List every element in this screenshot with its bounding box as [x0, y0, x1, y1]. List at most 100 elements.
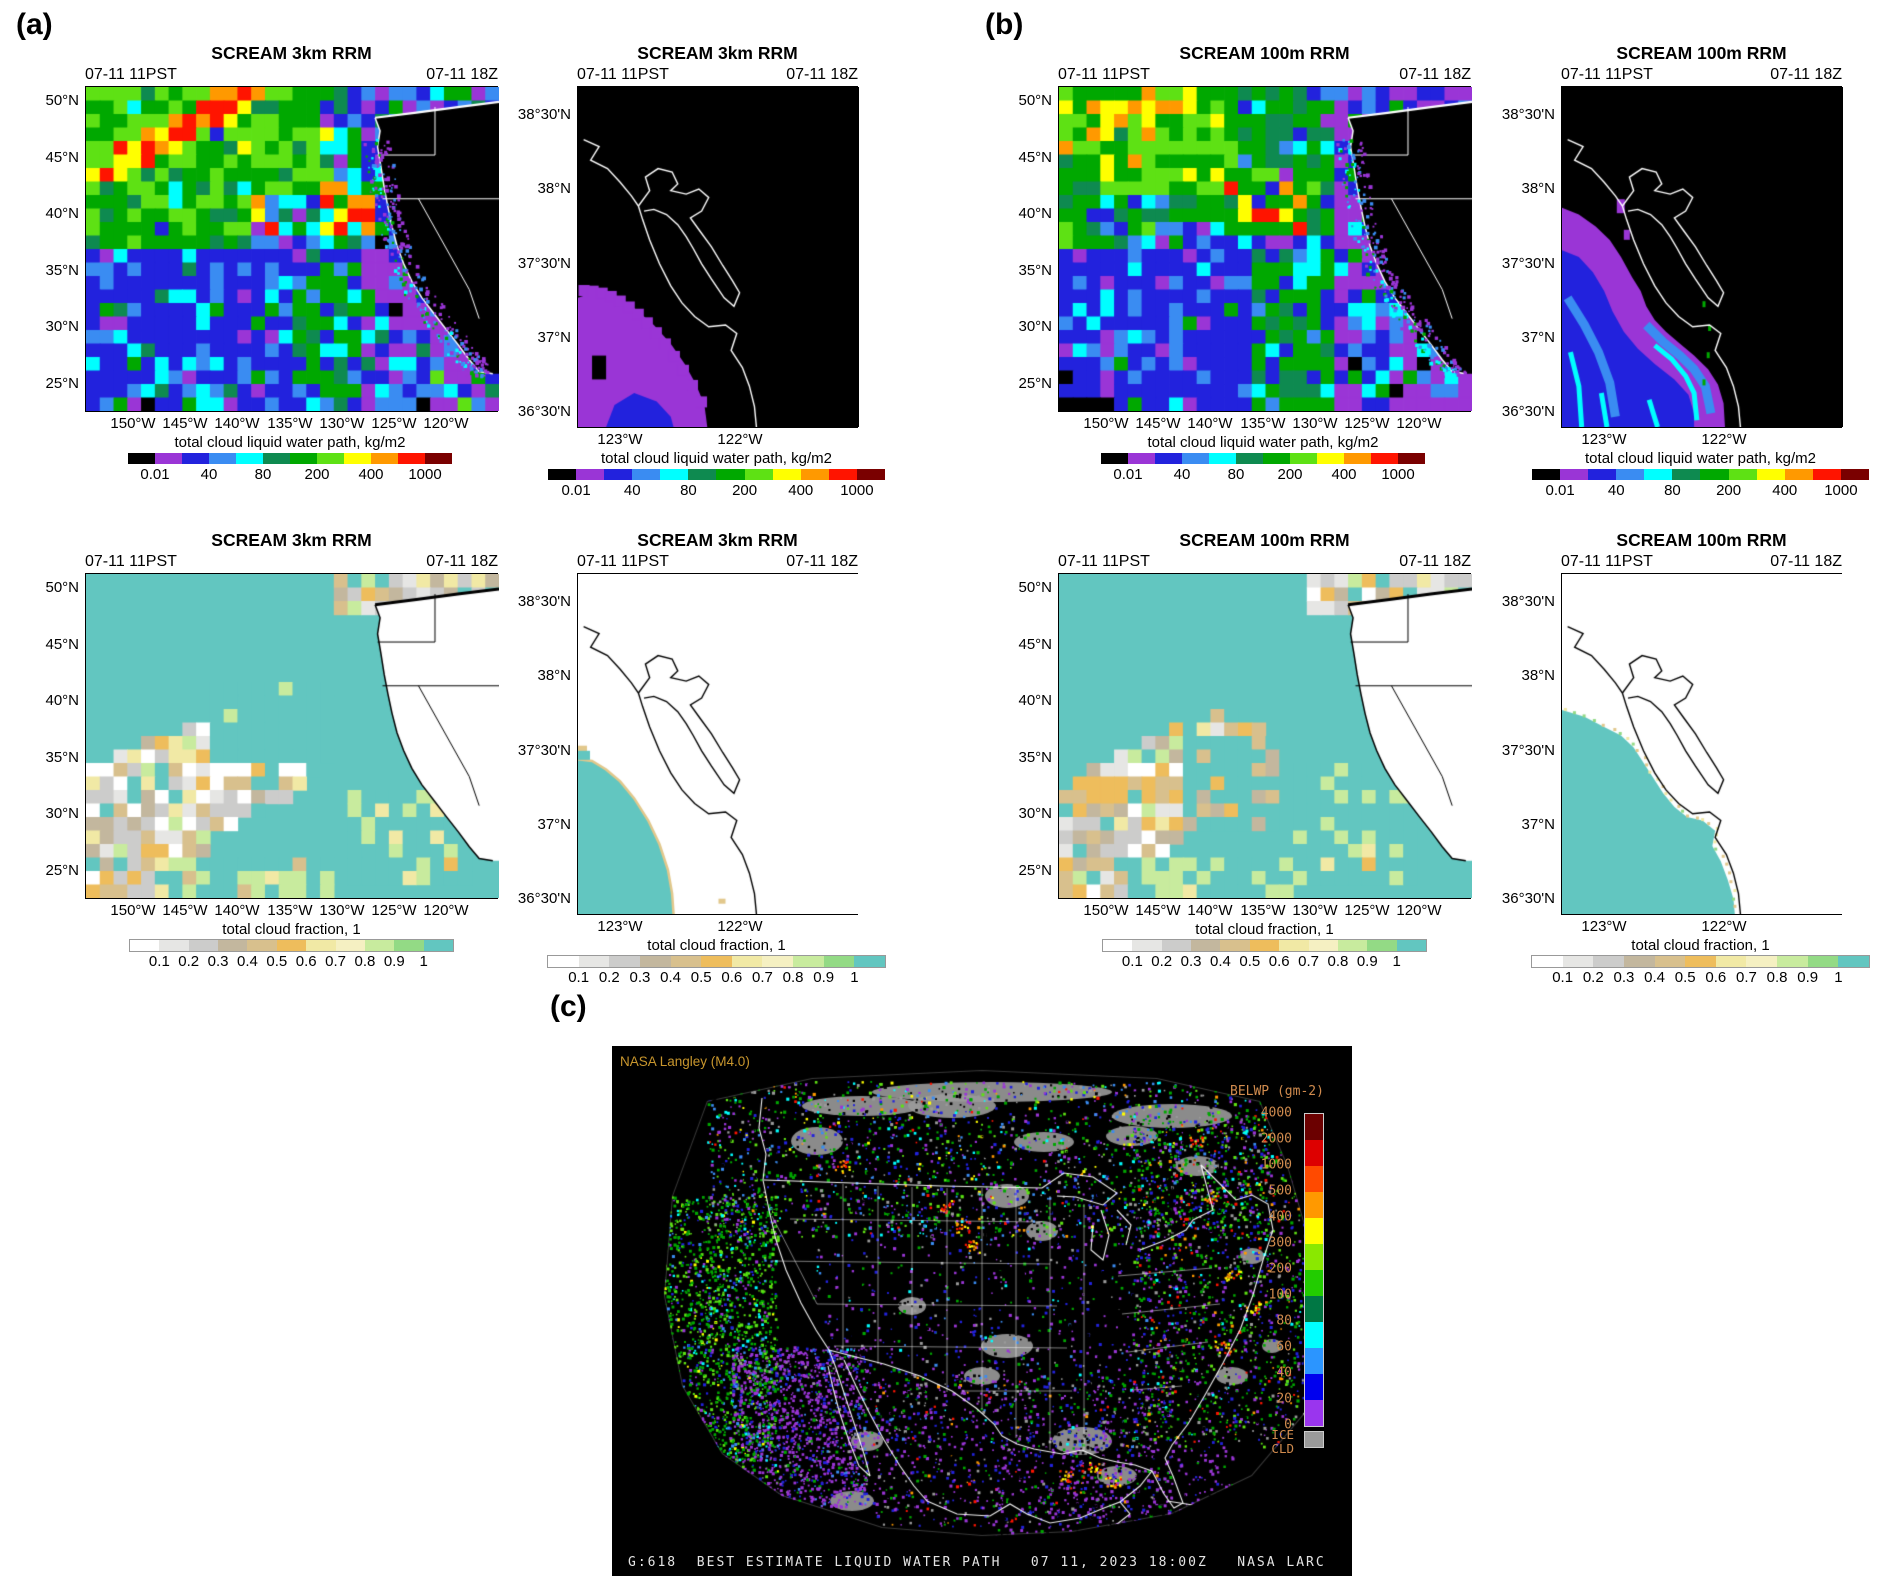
- time-left-label: 07-11 11PST: [1561, 66, 1653, 83]
- y-axis-ticks-label: 37°30'N: [517, 741, 571, 759]
- time-labels: 07-11 11PST 07-11 18Z: [1561, 66, 1842, 86]
- colorbar-segment: [218, 940, 248, 951]
- map-canvas-cf-zoom-3km: [578, 574, 859, 914]
- y-axis-ticks-label: 50°N: [1018, 92, 1052, 109]
- y-axis-ticks-label: 50°N: [45, 92, 79, 109]
- colorbar-segment: [578, 956, 610, 967]
- lwp-colorbar: total cloud liquid water path, kg/m2 0.0…: [1532, 450, 1869, 499]
- colorbar-segment: [688, 469, 717, 480]
- y-axis-ticks: 50°N 45°N 40°N 35°N 30°N 25°N: [17, 92, 79, 392]
- x-axis-ticks: 123°W 122°W: [577, 428, 858, 450]
- colorbar-segment: [1654, 956, 1686, 967]
- x-axis-ticks: 123°W 122°W: [1561, 428, 1842, 450]
- belwp-colorbar-ticks-label: 200: [1268, 1261, 1292, 1277]
- colorbar-segment: [1305, 1218, 1323, 1244]
- colorbar-bar: [129, 939, 454, 952]
- colorbar-segment: [1398, 453, 1425, 464]
- colorbar-segment: [155, 453, 182, 464]
- colorbar-ticks-label: 0.3: [1613, 969, 1635, 986]
- belwp-colorbar-bar: [1304, 1113, 1324, 1427]
- colorbar-segment: [1746, 956, 1778, 967]
- colorbar-ticks-label: 0.9: [1797, 969, 1819, 986]
- colorbar-ticks-label: 80: [254, 466, 272, 483]
- colorbar-ticks-label: 0.7: [325, 953, 346, 970]
- colorbar-segment: [1623, 956, 1655, 967]
- colorbar-segment: [276, 940, 307, 951]
- colorbar-segment: [1101, 453, 1128, 464]
- colorbar-segment: [548, 469, 577, 480]
- time-right-label: 07-11 18Z: [786, 66, 858, 83]
- y-axis-ticks-label: 40°N: [45, 692, 79, 710]
- colorbar-segment: [247, 940, 277, 951]
- x-axis-ticks-label: 123°W: [1581, 918, 1627, 935]
- colorbar-ticks-label: 80: [1664, 482, 1681, 499]
- time-labels: 07-11 11PST 07-11 18Z: [1058, 66, 1471, 86]
- colorbar-ticks-label: 0.5: [690, 969, 712, 986]
- colorbar-segment: [660, 469, 689, 480]
- y-axis-ticks-label: 36°30'N: [1501, 403, 1555, 420]
- x-axis-ticks-label: 125°W: [1344, 902, 1390, 919]
- colorbar-segment: [1588, 469, 1617, 480]
- colorbar-ticks-label: 0.01: [1545, 482, 1575, 499]
- colorbar-ticks-label: 1: [1834, 969, 1843, 986]
- x-axis-ticks: 123°W 122°W: [577, 915, 858, 937]
- colorbar-title: total cloud liquid water path, kg/m2: [174, 434, 406, 451]
- y-axis-ticks-label: 36°30'N: [1501, 890, 1555, 907]
- map-frame: [1561, 573, 1843, 915]
- colorbar-segment: [1103, 940, 1133, 951]
- colorbar-ticks-label: 1000: [1381, 466, 1415, 483]
- y-axis-ticks-label: 38°30'N: [1501, 593, 1555, 610]
- y-axis-ticks: 38°30'N 38°N 37°30'N 37°N 36°30'N: [509, 106, 571, 420]
- colorbar-ticks-label: 0.1: [1121, 953, 1143, 970]
- panel-b-cf-wide: SCREAM 100m RRM 07-11 11PST 07-11 18Z 50…: [1018, 529, 1472, 970]
- belwp-colorbar-ticks-label: 100: [1268, 1287, 1292, 1303]
- y-axis-ticks: 38°30'N 38°N 37°30'N 37°N 36°30'N: [1493, 593, 1555, 907]
- colorbar-segment: [1305, 1166, 1323, 1192]
- colorbar-segment: [1279, 940, 1309, 951]
- y-axis-ticks-label: 38°N: [537, 180, 571, 198]
- y-axis-ticks-label: 50°N: [45, 579, 79, 596]
- colorbar-segment: [1715, 956, 1747, 967]
- time-labels: 07-11 11PST 07-11 18Z: [577, 66, 858, 86]
- x-axis-ticks-label: 145°W: [1135, 902, 1181, 919]
- colorbar-ticks: 0.01 40 80 200 400 1000: [1101, 464, 1425, 483]
- y-axis-ticks-label: 36°30'N: [517, 403, 571, 420]
- x-axis-ticks-label: 140°W: [214, 415, 260, 432]
- x-axis-ticks-label: 125°W: [371, 902, 417, 919]
- y-axis-ticks-label: 25°N: [1018, 861, 1052, 879]
- lwp-colorbar: total cloud liquid water path, kg/m2 0.0…: [1101, 434, 1425, 483]
- colorbar-segment: [670, 956, 702, 967]
- colorbar-segment: [701, 956, 732, 967]
- y-axis-ticks: 50°N 45°N 40°N 35°N 30°N 25°N: [17, 579, 79, 879]
- time-left-label: 07-11 11PST: [1058, 553, 1150, 570]
- colorbar-segment: [856, 469, 885, 480]
- colorbar-ticks-label: 0.7: [752, 969, 773, 986]
- panel-a-cf-wide: SCREAM 3km RRM 07-11 11PST 07-11 18Z 50°…: [45, 529, 499, 970]
- map-frame: [577, 86, 859, 428]
- x-axis-ticks-label: 140°W: [214, 902, 260, 919]
- panel-title: SCREAM 100m RRM: [1179, 530, 1350, 550]
- x-axis-ticks-label: 130°W: [1292, 415, 1338, 432]
- colorbar-segment: [335, 940, 365, 951]
- y-axis-ticks-label: 38°N: [1521, 180, 1555, 198]
- y-axis-ticks: 38°30'N 38°N 37°30'N 37°N 36°30'N: [1493, 106, 1555, 420]
- y-axis-ticks-label: 35°N: [1018, 261, 1052, 279]
- colorbar-ticks-label: 1: [850, 969, 859, 986]
- colorbar-segment: [1616, 469, 1645, 480]
- colorbar-ticks-label: 80: [1227, 466, 1245, 483]
- colorbar-segment: [209, 453, 236, 464]
- colorbar-ticks-label: 0.01: [1113, 466, 1143, 483]
- colorbar-ticks-label: 0.5: [1239, 953, 1261, 970]
- panel-b-lwp-wide: SCREAM 100m RRM 07-11 11PST 07-11 18Z 50…: [1018, 42, 1472, 483]
- x-axis-ticks-label: 135°W: [267, 415, 313, 432]
- satellite-source-label: NASA Langley (M4.0): [620, 1054, 750, 1069]
- y-axis-ticks-label: 37°N: [1521, 815, 1555, 833]
- x-axis-ticks-label: 135°W: [1240, 415, 1286, 432]
- colorbar-segment: [423, 940, 453, 951]
- time-labels: 07-11 11PST 07-11 18Z: [85, 66, 498, 86]
- colorbar-ticks-label: 0.4: [237, 953, 258, 970]
- y-axis-ticks-label: 50°N: [1018, 579, 1052, 596]
- y-axis-ticks-label: 25°N: [45, 861, 79, 879]
- belwp-colorbar-title: BELWP (gm-2): [1230, 1084, 1324, 1099]
